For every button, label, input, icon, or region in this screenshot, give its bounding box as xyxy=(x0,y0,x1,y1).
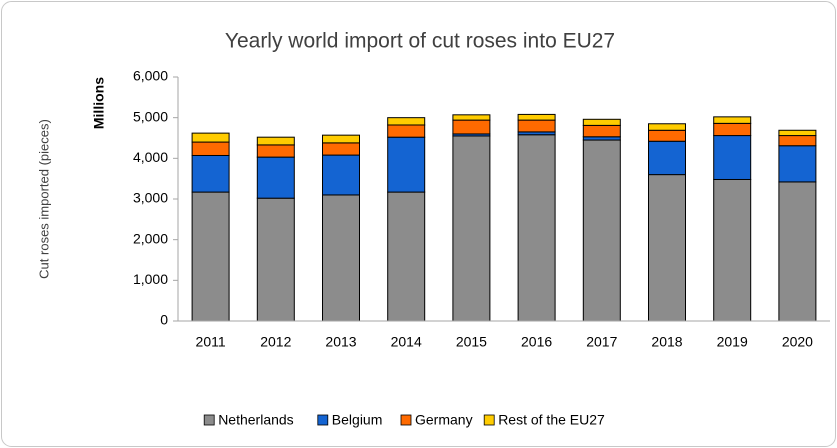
bar-segment xyxy=(191,141,230,156)
bar-segment xyxy=(191,132,230,143)
bar-segment xyxy=(582,124,621,138)
bar-segment xyxy=(256,144,295,158)
x-tick-label: 2019 xyxy=(717,334,748,350)
bar-segment xyxy=(648,129,686,142)
legend-label: Germany xyxy=(415,412,473,428)
bar-segment xyxy=(778,135,817,147)
legend-swatch xyxy=(317,414,329,426)
bar-segment xyxy=(778,145,817,183)
x-tick-label: 2017 xyxy=(586,334,617,350)
bar-segment xyxy=(778,129,817,137)
chart-title: Yearly world import of cut roses into EU… xyxy=(225,30,615,53)
x-tick-label: 2014 xyxy=(391,334,422,350)
x-tick-label: 2016 xyxy=(521,334,552,350)
bar-segment xyxy=(648,140,686,176)
y-tick-label: 1,000 xyxy=(133,271,168,287)
legend-label: Belgium xyxy=(332,412,383,428)
x-tick-label: 2020 xyxy=(782,334,813,350)
bar-segment xyxy=(387,117,426,126)
bar-segment xyxy=(713,116,752,124)
bar-segment xyxy=(387,124,426,138)
bar-segment xyxy=(322,194,360,322)
bar-segment xyxy=(256,197,295,322)
y-unit-label: Millions xyxy=(91,77,107,129)
bar-segment xyxy=(191,191,230,322)
bar-segment xyxy=(582,139,621,322)
bar-segment xyxy=(582,118,621,126)
legend-swatch xyxy=(203,414,215,426)
legend-swatch xyxy=(400,414,412,426)
bar-segment xyxy=(713,122,752,137)
bar-segment xyxy=(452,114,491,121)
bar-segment xyxy=(713,135,752,180)
y-tick-label: 5,000 xyxy=(133,108,168,124)
y-tick-label: 2,000 xyxy=(133,230,168,246)
bar-segment xyxy=(648,174,686,322)
x-tick-label: 2011 xyxy=(196,334,226,350)
x-tick-label: 2013 xyxy=(325,334,356,350)
bar-segment xyxy=(256,156,295,199)
y-tick-label: 3,000 xyxy=(133,190,168,206)
x-tick-label: 2018 xyxy=(651,334,682,350)
bar-segment xyxy=(648,123,686,131)
bar-segment xyxy=(387,136,426,193)
bar-segment xyxy=(452,119,491,135)
y-tick-label: 0 xyxy=(160,312,168,328)
bar-segment xyxy=(517,119,556,133)
bar-segment xyxy=(322,142,360,156)
y-tick-label: 4,000 xyxy=(133,149,168,165)
bar-segment xyxy=(778,181,817,322)
legend-label: Rest of the EU27 xyxy=(498,412,605,428)
bar-segment xyxy=(452,135,491,322)
bar-segment xyxy=(387,191,426,322)
bar-segment xyxy=(322,154,360,196)
y-axis-label: Cut roses imported (pieces) xyxy=(36,119,51,279)
legend-swatch xyxy=(483,414,495,426)
bar-segment xyxy=(517,134,556,322)
x-tick-label: 2012 xyxy=(260,334,291,350)
legend-label: Netherlands xyxy=(218,412,294,428)
bar-segment xyxy=(256,136,295,146)
y-tick-label: 6,000 xyxy=(133,68,168,84)
bar-segment xyxy=(322,134,360,144)
bar-segment xyxy=(713,178,752,322)
bar-segment xyxy=(191,154,230,193)
x-tick-label: 2015 xyxy=(456,334,487,350)
bar-segment xyxy=(517,113,556,121)
